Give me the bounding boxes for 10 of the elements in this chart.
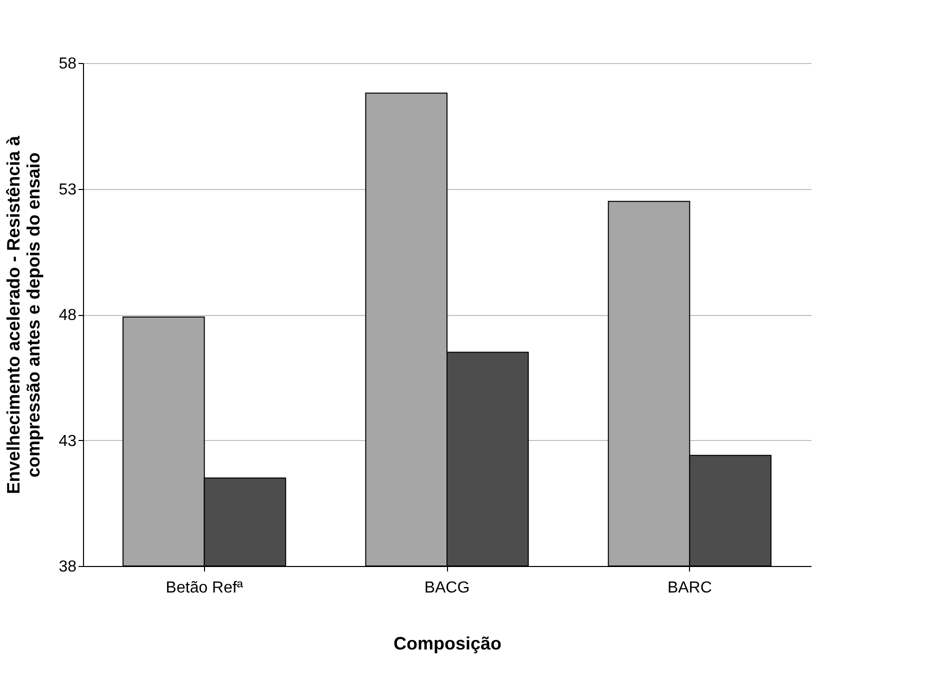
y-tick-label: 43 [58,432,77,450]
y-tick-label: 48 [58,307,77,324]
y-tick-label: 58 [58,56,77,72]
x-axis-title: Composição [393,634,502,654]
x-tick-label: BACG [424,580,470,596]
y-tick-label: 38 [58,558,77,576]
x-tick-label: Betão Refª [166,580,243,596]
x-tick-label: BARC [667,580,712,596]
y-tick-label: 53 [58,181,77,198]
y-axis-title: Envelhecimento acelerado - Resistência à compressão antes e depois do ensaio [4,134,44,494]
